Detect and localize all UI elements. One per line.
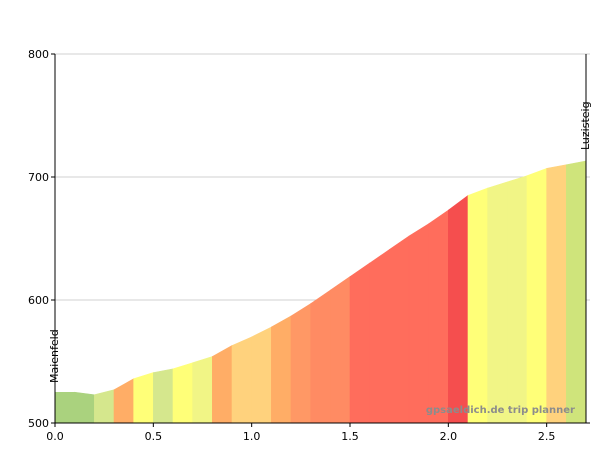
elevation-segment	[153, 368, 174, 424]
elevation-segment	[310, 289, 331, 424]
elevation-segment	[428, 209, 449, 424]
y-tick-label: 800	[28, 48, 49, 61]
elevation-segment	[231, 336, 252, 424]
elevation-segment	[408, 223, 429, 424]
y-tick-label: 500	[28, 417, 49, 430]
watermark-text: gpsaeldich.de trip planner	[426, 405, 575, 416]
elevation-segment	[507, 175, 528, 424]
elevation-segment	[172, 362, 193, 424]
elevation-segments	[54, 160, 587, 424]
elevation-segment	[113, 378, 134, 424]
x-tick-label: 0.0	[46, 430, 64, 443]
elevation-segment	[54, 391, 75, 424]
x-tick-label: 2.5	[538, 430, 556, 443]
elevation-segment	[74, 391, 95, 424]
elevation-segment	[546, 164, 567, 424]
elevation-segment	[467, 187, 488, 424]
elevation-segment	[349, 262, 370, 424]
elevation-segment	[487, 181, 508, 424]
x-tick-label: 2.0	[440, 430, 458, 443]
x-tick-label: 1.5	[341, 430, 359, 443]
elevation-segment	[566, 160, 587, 424]
elevation-segment	[448, 194, 469, 424]
x-axis-ticks: 0.0 0.5 1.0 1.5 2.0 2.5	[46, 423, 555, 443]
elevation-segment	[389, 235, 410, 424]
elevation-segment	[192, 356, 213, 424]
elevation-segment	[94, 389, 115, 424]
end-place-label: Luzisteig	[579, 101, 592, 150]
elevation-segment	[290, 303, 311, 424]
x-tick-label: 0.5	[145, 430, 163, 443]
elevation-segment	[133, 372, 154, 424]
y-tick-label: 600	[28, 294, 49, 307]
elevation-segment	[369, 248, 390, 424]
elevation-segment	[526, 167, 547, 424]
elevation-segment	[251, 326, 272, 424]
axes	[54, 54, 590, 424]
elevation-segment	[212, 344, 233, 424]
x-tick-label: 1.0	[243, 430, 261, 443]
y-tick-label: 700	[28, 171, 49, 184]
elevation-segment	[330, 276, 351, 424]
elevation-segment	[271, 315, 292, 424]
start-place-label: Maienfeld	[48, 329, 61, 383]
y-axis-ticks: 500 600 700 800	[28, 48, 55, 430]
